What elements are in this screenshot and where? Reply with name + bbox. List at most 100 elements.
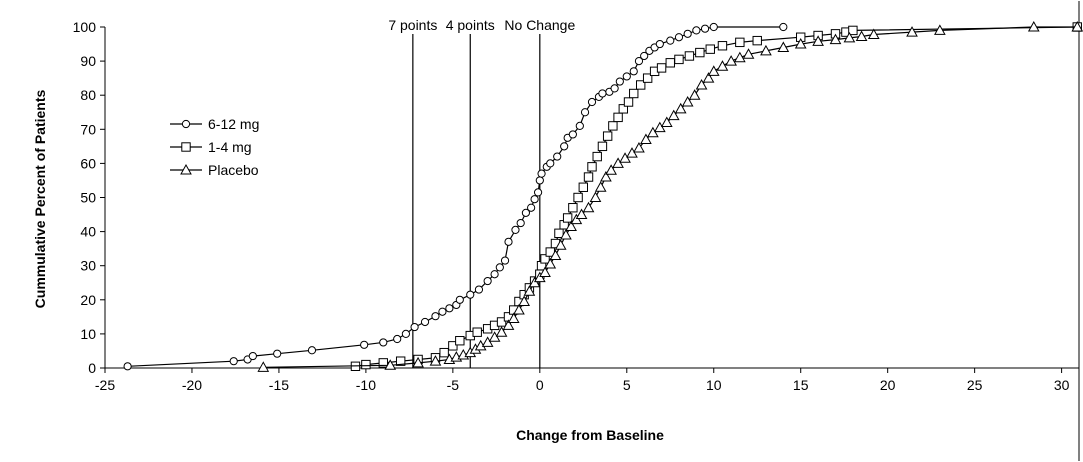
data-point-6-12-mg	[490, 270, 499, 279]
axes-layer	[104, 1, 1080, 461]
data-point-1-4-mg	[613, 112, 623, 123]
data-point-6-12-mg	[568, 130, 577, 139]
data-point-6-12-mg	[598, 89, 607, 98]
data-point-6-12-mg	[420, 317, 430, 327]
reference-line-label: 7 points	[388, 17, 437, 33]
legend-label: Placebo	[208, 162, 259, 178]
data-point-placebo	[570, 213, 583, 225]
data-point-6-12-mg	[674, 33, 684, 42]
data-point-placebo	[544, 257, 557, 269]
data-point-placebo	[513, 304, 525, 315]
data-point-placebo	[575, 208, 588, 220]
data-point-1-4-mg	[684, 51, 695, 61]
legend: 6-12 mg 1-4 mg Placebo	[170, 116, 259, 178]
y-tick-label: 60	[80, 155, 96, 171]
data-point-1-4-mg	[573, 192, 583, 203]
data-point-6-12-mg	[273, 349, 282, 358]
data-point-placebo	[702, 72, 715, 83]
data-point-placebo	[539, 266, 551, 278]
data-point-6-12-mg	[495, 263, 504, 272]
data-point-6-12-mg	[629, 67, 638, 76]
data-point-6-12-mg	[401, 329, 410, 338]
x-axis-title: Change from Baseline	[516, 427, 664, 443]
data-point-6-12-mg	[455, 295, 464, 304]
data-point-placebo	[518, 295, 531, 307]
data-point-6-12-mg	[640, 51, 649, 61]
series-line-6-12-mg	[127, 26, 784, 367]
y-tick-layer: 0 10 20 30 40 50 60 70 80 90 100	[73, 19, 105, 376]
data-point-6-12-mg	[683, 29, 692, 38]
data-point-6-12-mg	[123, 362, 132, 371]
data-point-placebo	[495, 326, 508, 337]
data-point-1-4-mg	[496, 317, 507, 327]
data-point-placebo	[412, 356, 424, 368]
data-point-1-4-mg	[395, 356, 406, 366]
reference-line-layer: 7 points 4 points No Change	[388, 17, 575, 368]
series-6-12-mg	[123, 22, 788, 371]
x-tick-label: 15	[793, 377, 809, 393]
data-point-1-4-mg	[378, 358, 388, 368]
data-point-placebo	[647, 126, 659, 138]
legend-marker	[181, 142, 191, 152]
data-point-6-12-mg	[393, 334, 402, 344]
data-point-1-4-mg	[361, 359, 371, 370]
data-point-1-4-mg	[717, 41, 728, 51]
data-point-placebo	[257, 361, 270, 372]
data-point-placebo	[794, 38, 807, 49]
x-tick-label: -20	[182, 377, 202, 393]
data-point-1-4-mg	[735, 37, 745, 48]
data-point-1-4-mg	[578, 182, 589, 192]
data-point-placebo	[605, 164, 617, 175]
data-point-1-4-mg	[602, 131, 613, 141]
data-point-6-12-mg	[516, 218, 525, 228]
data-point-6-12-mg	[666, 36, 675, 45]
data-point-placebo	[565, 220, 577, 231]
data-point-placebo	[707, 65, 720, 76]
data-point-placebo	[589, 191, 602, 202]
y-axis-title: Cummulative Percent of Patients	[32, 89, 48, 308]
data-point-1-4-mg	[592, 151, 602, 162]
data-point-6-12-mg	[700, 24, 710, 33]
data-point-placebo	[582, 201, 595, 213]
data-point-1-4-mg	[455, 336, 465, 346]
data-point-6-12-mg	[530, 195, 539, 204]
data-point-placebo	[695, 78, 708, 90]
data-point-6-12-mg	[575, 121, 584, 130]
data-point-placebo	[733, 51, 746, 63]
data-point-1-4-mg	[623, 97, 634, 107]
data-point-1-4-mg	[608, 121, 618, 131]
data-point-6-12-mg	[410, 322, 419, 332]
data-point-placebo	[533, 271, 546, 283]
data-point-6-12-mg	[537, 169, 546, 178]
reference-line-label: 4 points	[446, 17, 495, 33]
data-point-1-4-mg	[705, 44, 715, 54]
data-point-6-12-mg	[553, 152, 562, 161]
data-point-1-4-mg	[472, 327, 482, 337]
data-point-6-12-mg	[634, 57, 644, 66]
data-point-placebo	[843, 31, 856, 43]
data-point-1-4-mg	[448, 341, 458, 351]
data-point-6-12-mg	[709, 22, 718, 32]
data-point-1-4-mg	[629, 88, 639, 99]
x-tick-label: 20	[880, 377, 896, 393]
data-point-placebo	[633, 142, 645, 153]
data-point-6-12-mg	[379, 338, 388, 347]
data-point-1-4-mg	[583, 172, 594, 182]
x-tick-label: -10	[356, 377, 376, 393]
data-point-placebo	[934, 24, 946, 35]
data-point-6-12-mg	[587, 97, 597, 107]
data-point-1-4-mg	[587, 162, 597, 172]
data-point-1-4-mg	[848, 25, 858, 36]
data-point-6-12-mg	[466, 290, 475, 299]
data-point-6-12-mg	[535, 176, 544, 185]
data-point-placebo	[488, 331, 501, 342]
data-point-placebo	[560, 228, 572, 240]
y-tick-label: 50	[80, 190, 96, 206]
x-tick-label: -5	[447, 377, 460, 393]
x-tick-label: -25	[95, 377, 115, 393]
data-point-placebo	[502, 319, 515, 330]
data-point-6-12-mg	[474, 285, 484, 294]
data-point-6-12-mg	[445, 304, 454, 313]
data-point-1-4-mg	[674, 54, 684, 65]
data-point-6-12-mg	[533, 188, 543, 197]
